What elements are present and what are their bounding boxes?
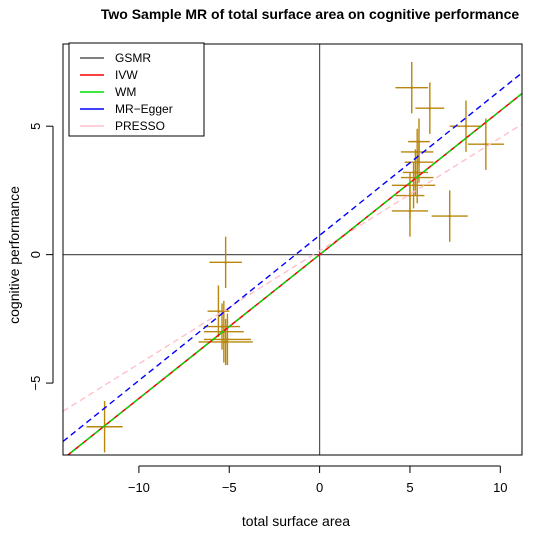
legend-label-2: WM bbox=[115, 85, 136, 99]
point-marker-18 bbox=[408, 209, 412, 213]
legend: GSMR IVW WM MR−Egger PRESSO bbox=[68, 42, 205, 137]
point-marker-19 bbox=[448, 214, 452, 218]
regression-line-2 bbox=[66, 92, 522, 455]
plot-border bbox=[62, 43, 523, 456]
data-point-13 bbox=[404, 141, 434, 183]
data-point-10 bbox=[467, 118, 504, 170]
data-point-19 bbox=[431, 190, 468, 242]
legend-label-4: PRESSO bbox=[115, 119, 165, 133]
point-marker-3 bbox=[220, 325, 224, 328]
data-point-6 bbox=[198, 318, 253, 366]
y-tick-label-0: −5 bbox=[28, 376, 43, 391]
chart-title: Two Sample MR of total surface area on c… bbox=[101, 6, 519, 22]
data-point-16 bbox=[391, 162, 436, 209]
point-marker-6 bbox=[224, 340, 227, 344]
point-marker-2 bbox=[217, 309, 220, 313]
point-marker-8 bbox=[428, 106, 432, 110]
point-marker-5 bbox=[226, 338, 229, 341]
regression-line-3 bbox=[63, 72, 522, 443]
point-marker-13 bbox=[417, 160, 421, 164]
legend-label-3: MR−Egger bbox=[115, 102, 173, 116]
x-axis-label: total surface area bbox=[242, 513, 350, 529]
y-tick-label-2: 5 bbox=[28, 123, 43, 130]
y-tick-label-1: 0 bbox=[28, 251, 43, 258]
x-tick-label-2: 0 bbox=[316, 480, 323, 495]
x-tick-label-4: 10 bbox=[493, 480, 507, 495]
plot-area bbox=[63, 44, 522, 455]
data-point-5 bbox=[203, 313, 251, 366]
point-marker-9 bbox=[464, 124, 468, 128]
point-marker-1 bbox=[224, 261, 227, 264]
data-point-2 bbox=[207, 285, 230, 337]
data-point-8 bbox=[415, 82, 445, 134]
data-point-14 bbox=[402, 149, 429, 196]
legend-label-0: GSMR bbox=[115, 51, 151, 65]
y-axis-label: cognitive performance bbox=[6, 186, 22, 324]
x-tick-label-3: 5 bbox=[406, 480, 413, 495]
legend-label-1: IVW bbox=[115, 68, 138, 82]
data-point-18 bbox=[391, 185, 429, 237]
data-point-7 bbox=[395, 61, 429, 114]
point-marker-7 bbox=[410, 86, 414, 89]
x-tick-label-0: −10 bbox=[128, 480, 150, 495]
point-marker-14 bbox=[414, 171, 417, 174]
regression-line-4 bbox=[63, 123, 522, 412]
point-marker-10 bbox=[484, 142, 488, 146]
data-point-1 bbox=[209, 236, 242, 289]
point-marker-16 bbox=[412, 183, 415, 187]
x-tick-label-1: −5 bbox=[222, 480, 237, 495]
